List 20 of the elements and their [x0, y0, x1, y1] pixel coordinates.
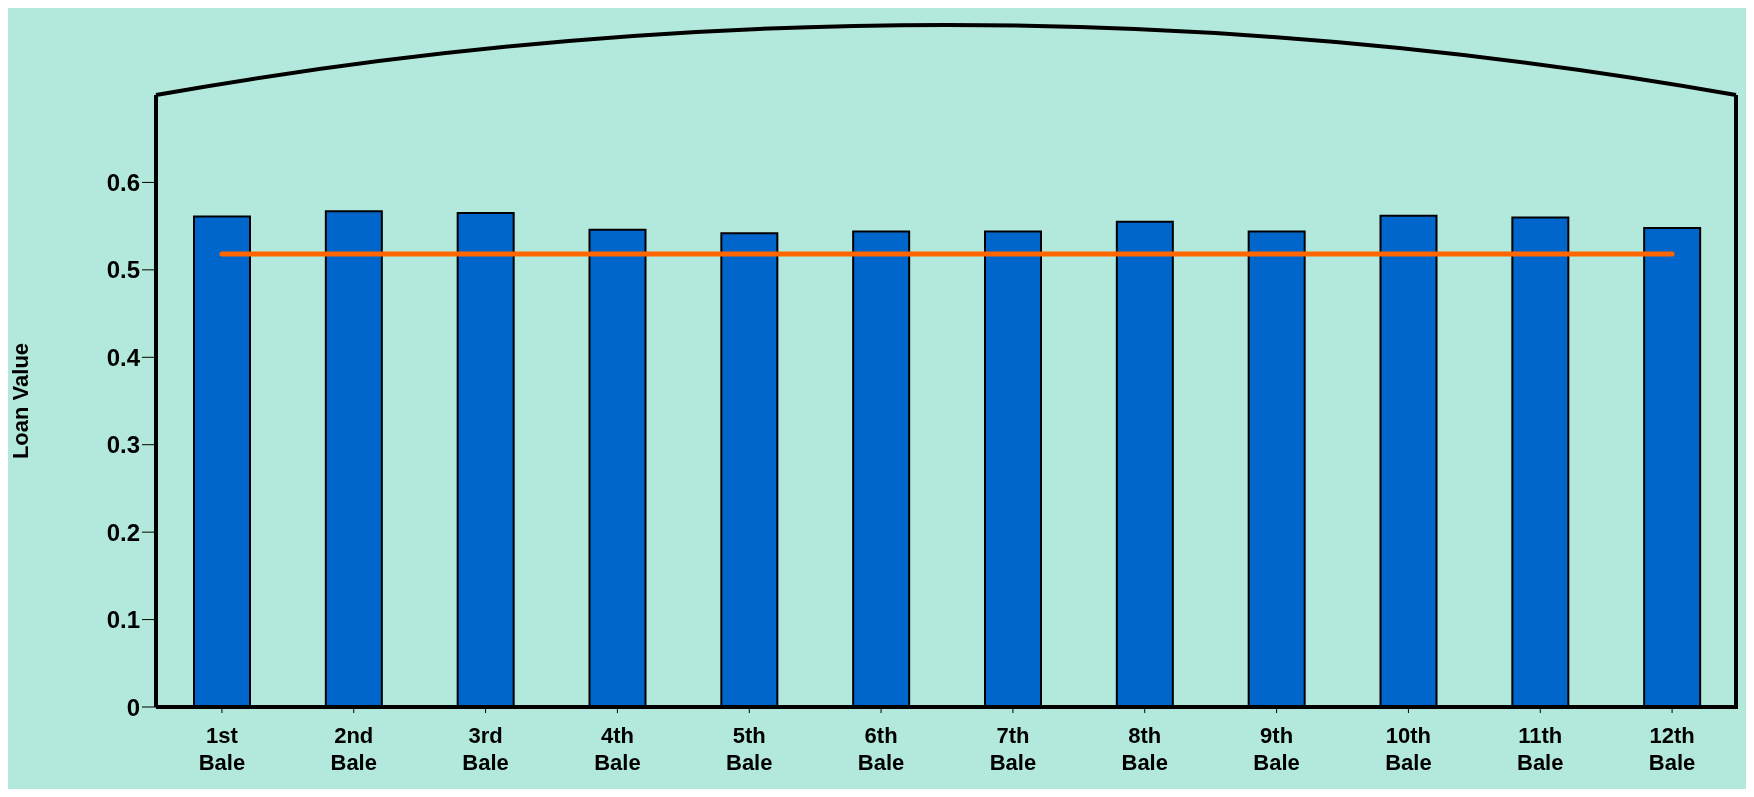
- y-tick-label: 0.6: [106, 168, 140, 196]
- x-tick-label: 11th Bale: [1517, 723, 1564, 775]
- x-tick-label: 6th Bale: [857, 723, 905, 775]
- y-tick-label: 0: [126, 693, 140, 721]
- x-tick-label: 10th Bale: [1385, 723, 1432, 775]
- y-tick-label: 0.3: [106, 431, 140, 459]
- x-tick-label: 1st Bale: [198, 723, 246, 775]
- y-axis-title: Loan Value: [7, 342, 33, 460]
- x-tick-label: 4th Bale: [594, 723, 641, 775]
- x-tick-label: 2nd Bale: [330, 723, 377, 775]
- x-tick-label: 8th Bale: [1121, 723, 1168, 775]
- y-tick-label: 0.1: [106, 606, 140, 634]
- x-tick-label: 12th Bale: [1648, 723, 1696, 775]
- y-tick-label: 0.2: [106, 518, 140, 546]
- x-tick-label: 3rd Bale: [462, 723, 509, 775]
- y-tick-label: 0.4: [106, 343, 141, 371]
- x-tick-label: 5th Bale: [726, 723, 773, 775]
- x-tick-label: 9th Bale: [1253, 723, 1300, 775]
- y-tick-label: 0.5: [106, 256, 140, 284]
- x-tick-label: 7th Bale: [989, 723, 1037, 775]
